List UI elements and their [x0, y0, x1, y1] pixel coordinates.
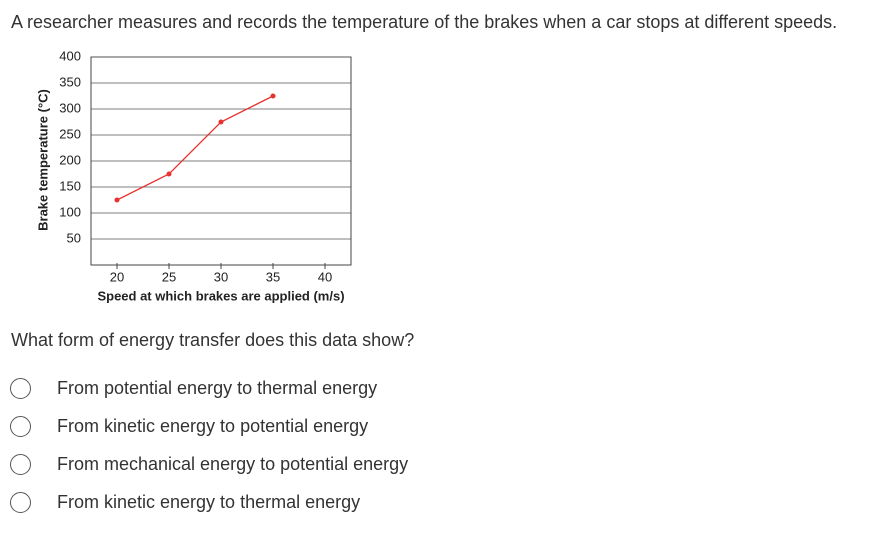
y-tick-label: 300: [59, 100, 81, 115]
data-point: [270, 93, 276, 99]
y-axis-title: Brake temperature (°C): [35, 89, 50, 231]
x-tick-label: 25: [162, 269, 176, 284]
answer-option[interactable]: From kinetic energy to thermal energy: [10, 489, 360, 515]
x-tick-label: 40: [318, 269, 332, 284]
y-tick-label: 250: [59, 126, 81, 141]
x-tick-label: 35: [266, 269, 280, 284]
option-label[interactable]: From kinetic energy to potential energy: [57, 415, 369, 436]
answer-option[interactable]: From kinetic energy to potential energy: [10, 413, 368, 439]
radio-button[interactable]: [10, 415, 31, 437]
y-tick-label: 350: [59, 74, 81, 89]
answer-option[interactable]: From mechanical energy to potential ener…: [10, 451, 408, 477]
radio-button[interactable]: [10, 377, 31, 399]
option-label[interactable]: From kinetic energy to thermal energy: [57, 491, 361, 512]
radio-button[interactable]: [10, 453, 31, 475]
option-label[interactable]: From mechanical energy to potential ener…: [57, 453, 409, 474]
y-tick-label: 150: [59, 178, 81, 193]
option-label[interactable]: From potential energy to thermal energy: [57, 377, 378, 398]
chart: Brake temperature (°C) Speed at which br…: [35, 48, 352, 303]
radio-button[interactable]: [10, 491, 31, 513]
x-tick-label: 20: [110, 269, 124, 284]
question-text: What form of energy transfer does this d…: [11, 330, 415, 350]
data-point: [166, 171, 172, 177]
data-point: [218, 119, 224, 125]
y-tick-label: 400: [59, 48, 81, 63]
y-tick-label: 100: [59, 204, 81, 219]
y-tick-label: 50: [67, 230, 81, 245]
data-point: [114, 197, 120, 203]
y-tick-label: 200: [59, 152, 81, 167]
x-axis-title: Speed at which brakes are applied (m/s): [97, 288, 344, 303]
x-tick-label: 30: [214, 269, 228, 284]
data-line: [116, 95, 274, 201]
intro-text: A researcher measures and records the te…: [11, 12, 838, 32]
answer-option[interactable]: From potential energy to thermal energy: [10, 375, 377, 401]
